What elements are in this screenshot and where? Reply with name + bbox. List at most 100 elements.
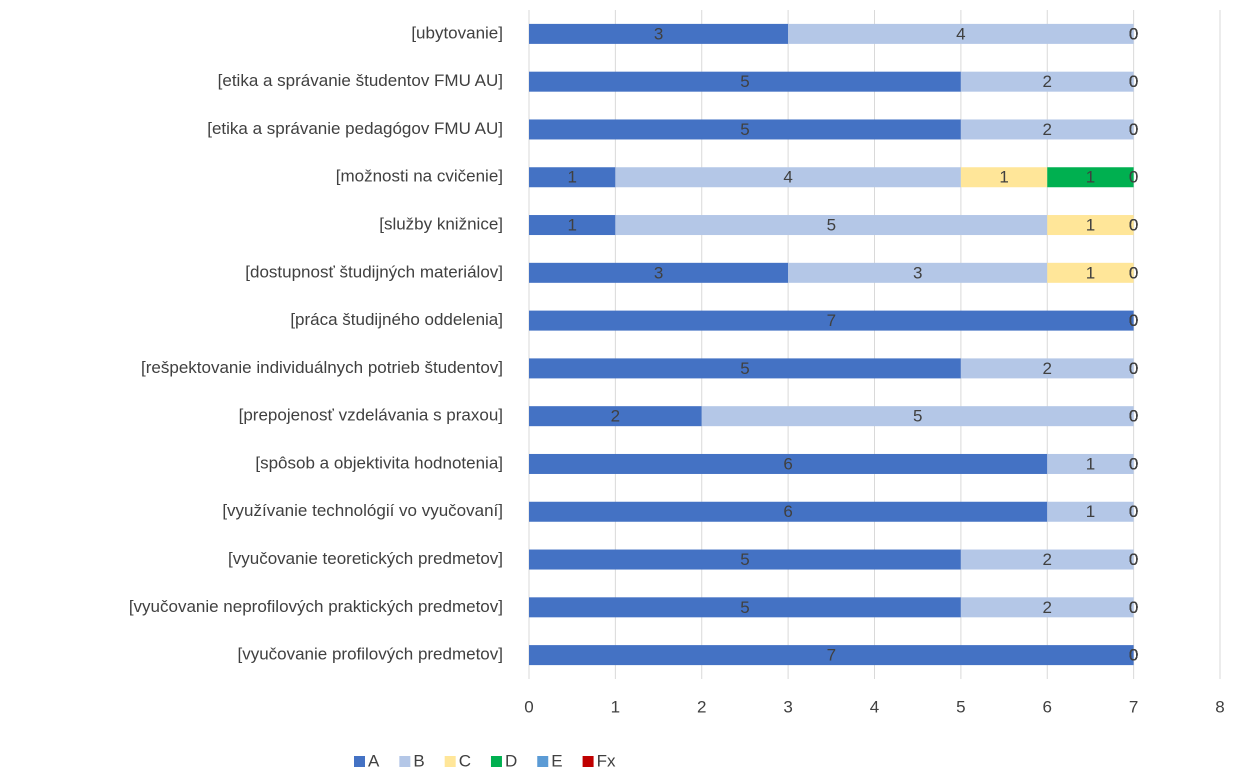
- data-label: 2: [1043, 550, 1052, 569]
- data-label: 5: [740, 359, 749, 378]
- data-label: 0: [1129, 24, 1138, 43]
- bar-segment: [615, 215, 1048, 236]
- data-label: 0: [1129, 598, 1138, 617]
- bar-segment: [960, 119, 1134, 140]
- x-tick-label: 1: [611, 697, 620, 716]
- data-label: 0: [1129, 502, 1138, 521]
- y-tick-label: [prepojenosť vzdelávania s praxou]: [239, 406, 503, 425]
- data-label: 1: [1086, 216, 1095, 235]
- data-label: 0: [1129, 407, 1138, 426]
- bar-segment: [529, 645, 1134, 666]
- data-label: 3: [654, 263, 663, 282]
- data-label: 0: [1129, 359, 1138, 378]
- data-label: 0: [1129, 502, 1138, 521]
- legend-swatch: [354, 756, 365, 767]
- bar-segment: [529, 501, 1048, 522]
- bar-segment: [960, 71, 1134, 92]
- legend-swatch: [399, 756, 411, 767]
- y-tick-label: [služby knižnice]: [379, 215, 503, 234]
- data-label: 0: [1129, 550, 1138, 569]
- legend-swatch: [490, 756, 502, 767]
- bar-segment: [701, 406, 1134, 427]
- bar-segment: [960, 167, 1048, 188]
- x-tick-label: 7: [1129, 697, 1138, 716]
- bar-segment: [529, 71, 961, 92]
- data-label: 0: [1129, 646, 1138, 665]
- data-label: 6: [783, 502, 792, 521]
- bar-segment: [529, 549, 961, 570]
- data-label: 0: [1129, 550, 1138, 569]
- data-label: 1: [1086, 168, 1095, 187]
- legend-label: E: [551, 751, 562, 770]
- y-tick-label: [etika a správanie pedagógov FMU AU]: [207, 119, 503, 138]
- data-label: 0: [1129, 216, 1138, 235]
- data-label: 0: [1129, 502, 1138, 521]
- y-tick-label: [dostupnosť študijných materiálov]: [245, 262, 503, 281]
- data-label: 6: [783, 454, 792, 473]
- y-tick-label: [spôsob a objektivita hodnotenia]: [255, 453, 503, 472]
- bar-segment: [529, 453, 1048, 474]
- data-label: 5: [740, 598, 749, 617]
- bar-segment: [529, 597, 961, 618]
- data-label: 0: [1129, 72, 1138, 91]
- data-label: 1: [1086, 263, 1095, 282]
- data-label: 0: [1129, 359, 1138, 378]
- data-label: 4: [956, 24, 965, 43]
- data-label: 0: [1129, 454, 1138, 473]
- data-label: 1: [1086, 454, 1095, 473]
- bar-segment: [529, 358, 961, 379]
- bar-segment: [529, 262, 789, 283]
- data-label: 2: [1043, 72, 1052, 91]
- data-label: 0: [1129, 311, 1138, 330]
- y-tick-label: [rešpektovanie individuálnych potrieb št…: [141, 358, 503, 377]
- data-label: 0: [1129, 72, 1138, 91]
- data-label: 0: [1129, 454, 1138, 473]
- legend-label: D: [505, 751, 517, 770]
- data-label: 1: [999, 168, 1008, 187]
- data-label: 0: [1129, 550, 1138, 569]
- data-label: 5: [740, 550, 749, 569]
- data-label: 5: [827, 216, 836, 235]
- data-label: 0: [1129, 407, 1138, 426]
- data-label: 0: [1129, 120, 1138, 139]
- data-label: 4: [783, 168, 792, 187]
- bar-segment: [529, 406, 702, 427]
- data-label: 0: [1129, 407, 1138, 426]
- data-label: 0: [1129, 216, 1138, 235]
- bar-segment: [529, 310, 1134, 331]
- data-label: 0: [1129, 168, 1138, 187]
- data-label: 2: [1043, 120, 1052, 139]
- legend-label: Fx: [597, 751, 616, 770]
- data-label: 2: [1043, 359, 1052, 378]
- data-label: 0: [1129, 24, 1138, 43]
- data-label: 0: [1129, 598, 1138, 617]
- bar-segment: [1047, 262, 1134, 283]
- x-tick-label: 5: [956, 697, 965, 716]
- bar-segment: [1047, 453, 1134, 474]
- data-label: 5: [740, 120, 749, 139]
- data-label: 0: [1129, 72, 1138, 91]
- data-label: 0: [1129, 72, 1138, 91]
- x-tick-label: 8: [1215, 697, 1224, 716]
- legend-swatch: [582, 756, 594, 767]
- data-label: 0: [1129, 598, 1138, 617]
- legend-swatch: [537, 756, 549, 767]
- x-tick-label: 0: [524, 697, 533, 716]
- data-label: 0: [1129, 168, 1138, 187]
- data-label: 0: [1129, 311, 1138, 330]
- data-label: 1: [567, 168, 576, 187]
- data-label: 0: [1129, 120, 1138, 139]
- data-label: 0: [1129, 454, 1138, 473]
- data-label: 0: [1129, 646, 1138, 665]
- data-label: 0: [1129, 263, 1138, 282]
- data-label: 0: [1129, 263, 1138, 282]
- legend-label: C: [459, 751, 471, 770]
- data-label: 0: [1129, 120, 1138, 139]
- bar-segment: [1047, 167, 1134, 188]
- data-label: 0: [1129, 24, 1138, 43]
- data-label: 0: [1129, 502, 1138, 521]
- y-tick-label: [vyučovanie neprofilových praktických pr…: [129, 597, 503, 616]
- bar-segment: [529, 23, 789, 44]
- data-label: 2: [1043, 598, 1052, 617]
